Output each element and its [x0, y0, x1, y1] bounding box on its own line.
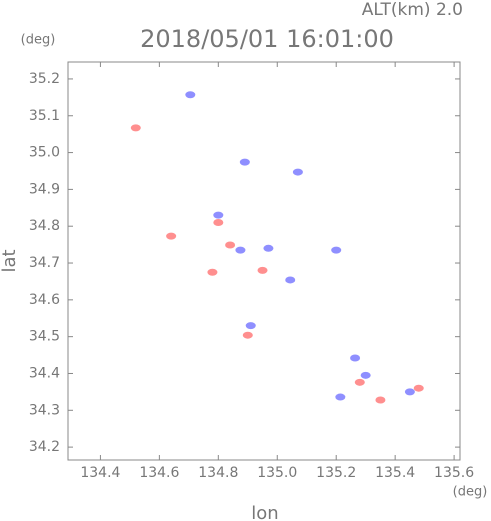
x-tick-label: 134.8: [198, 465, 238, 481]
y-tick-label: 34.6: [29, 292, 60, 308]
echo-blob: [292, 168, 303, 176]
x-tick-label: 134.4: [80, 465, 120, 481]
echo-blob: [207, 268, 218, 276]
echo-blob: [263, 244, 274, 252]
plot-frame: [67, 61, 461, 461]
echo-blob: [213, 211, 224, 219]
y-tick-label: 34.9: [29, 181, 60, 197]
echo-blob: [245, 322, 256, 330]
echo-blob: [225, 241, 236, 249]
echo-blob: [350, 354, 361, 362]
echo-blob: [375, 396, 386, 404]
x-tick-label: 135.0: [257, 465, 297, 481]
y-unit: (deg): [21, 33, 56, 48]
y-tick-label: 35.1: [29, 108, 60, 124]
echo-blob: [235, 246, 246, 254]
y-tick-label: 34.3: [29, 402, 60, 418]
y-tick-label: 35.2: [29, 71, 60, 87]
echo-blob: [354, 378, 365, 386]
y-tick-label: 34.5: [29, 329, 60, 345]
x-tick-label: 135.4: [375, 465, 415, 481]
echo-blob: [404, 388, 415, 396]
echo-blob: [257, 266, 268, 274]
x-tick-label: 134.6: [139, 465, 179, 481]
y-tick-label: 34.8: [29, 218, 60, 234]
y-tick-label: 35.0: [29, 145, 60, 161]
y-tick-label: 34.4: [29, 365, 60, 381]
y-tick-label: 34.2: [29, 439, 60, 455]
echo-blob: [213, 219, 224, 227]
echo-blob: [239, 158, 250, 166]
y-axis-label: lat: [0, 249, 20, 272]
x-axis-label: lon: [251, 503, 278, 521]
echo-blob: [242, 331, 253, 339]
echo-blob: [285, 276, 296, 284]
echo-blob: [335, 393, 346, 401]
echo-blob: [413, 384, 424, 392]
x-tick-label: 135.6: [434, 465, 474, 481]
altitude-label: ALT(km) 2.0: [362, 0, 463, 20]
x-tick-label: 135.2: [316, 465, 356, 481]
x-unit: (deg): [453, 485, 488, 500]
echo-blob: [130, 124, 141, 132]
y-tick-label: 34.7: [29, 255, 60, 271]
chart-title: 2018/05/01 16:01:00: [140, 25, 394, 53]
echo-blob: [185, 91, 196, 99]
echo-blob: [331, 246, 342, 254]
echo-blob: [360, 371, 371, 379]
echo-blob: [166, 232, 177, 240]
